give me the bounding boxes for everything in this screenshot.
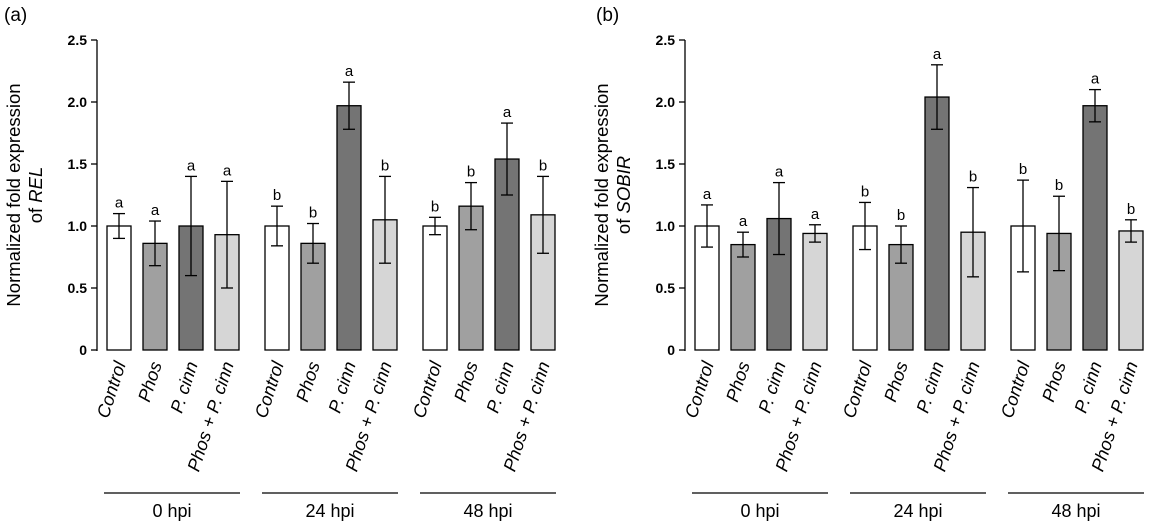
y-axis-label-line1: Normalized fold expression [3,83,24,306]
significance-label: a [223,162,232,179]
category-label: P. cinn [912,359,947,415]
category-label: Control [93,358,130,420]
bar [1082,105,1108,351]
category-label: P. cinn [166,359,201,415]
significance-label: a [187,157,196,174]
group-label: 24 hpi [893,501,942,521]
bar [264,225,290,351]
significance-label: a [1091,71,1100,88]
y-tick-label: 1.0 [68,218,88,234]
group-label: 24 hpi [305,501,354,521]
y-axis-label-of: of [25,203,46,224]
significance-label: b [1127,201,1135,218]
significance-label: a [775,164,784,181]
bar [802,232,828,351]
significance-label: a [739,213,748,230]
significance-label: b [1019,161,1027,178]
group-label: 48 hpi [463,501,512,521]
group-label: 48 hpi [1051,501,1100,521]
significance-label: a [115,195,124,212]
category-label: Control [409,358,446,420]
y-tick-label: 1.5 [656,156,676,172]
y-axis-label: Normalized fold expressionof SOBIR [591,83,634,306]
category-label: Phos [450,359,482,404]
significance-label: a [503,104,512,121]
significance-label: a [703,186,712,203]
category-label: Control [839,358,876,420]
significance-label: b [539,157,547,174]
y-axis-label-of: of [613,214,634,235]
significance-label: b [381,157,389,174]
panel-a: (a) 0 0.5 1.0 1.5 2.0 2.5 Normalized fold expre… [3,5,556,521]
category-label: Control [997,358,1034,420]
significance-label: b [467,164,475,181]
category-label: Control [251,358,288,420]
y-axis-label-line2: of REL [25,167,46,224]
group-label: 0 hpi [740,501,779,521]
bar [422,225,448,351]
significance-label: b [969,169,977,186]
group-label: 0 hpi [152,501,191,521]
bar [106,225,132,351]
significance-label: a [811,206,820,223]
category-label: Phos [1038,359,1070,404]
y-tick-label: 2.5 [656,32,676,48]
bar [214,234,240,351]
y-axis-label-gene: REL [25,167,46,203]
bar [730,243,756,351]
y-tick-label: 0.5 [656,280,676,296]
panel-b: (b) 0 0.5 1.0 1.5 2.0 2.5 Normalized fold expre… [591,5,1144,521]
bar [1118,230,1144,351]
significance-label: b [1055,177,1063,194]
bar [336,105,362,351]
y-tick-label: 1.0 [656,218,676,234]
category-label: Phos [292,359,324,404]
bar [924,96,950,351]
significance-label: b [273,187,281,204]
bar [178,225,204,351]
y-tick-label: 2.0 [656,94,676,110]
y-axis-label-line2: of SOBIR [613,156,634,234]
significance-label: a [151,202,160,219]
y-axis-label-line1: Normalized fold expression [591,83,612,306]
significance-label: a [933,46,942,63]
y-tick-label: 0 [79,342,87,358]
significance-label: b [309,205,317,222]
panel-label: (a) [4,5,27,26]
panel-label: (b) [596,5,619,26]
category-label: P. cinn [754,359,789,415]
significance-label: b [897,207,905,224]
category-label: Phos [134,359,166,404]
y-tick-label: 0.5 [68,280,88,296]
y-axis-label: Normalized fold expressionof REL [3,83,46,306]
y-tick-label: 1.5 [68,156,88,172]
y-tick-label: 2.5 [68,32,88,48]
category-label: Phos [880,359,912,404]
category-label: Phos [722,359,754,404]
category-label: P. cinn [1070,359,1105,415]
y-axis-label-gene: SOBIR [613,156,634,214]
y-tick-label: 2.0 [68,94,88,110]
significance-label: b [861,183,869,200]
category-label: P. cinn [324,359,359,415]
y-tick-label: 0 [667,342,675,358]
significance-label: a [345,63,354,80]
category-label: P. cinn [482,359,517,415]
significance-label: b [431,198,439,215]
category-label: Control [681,358,718,420]
